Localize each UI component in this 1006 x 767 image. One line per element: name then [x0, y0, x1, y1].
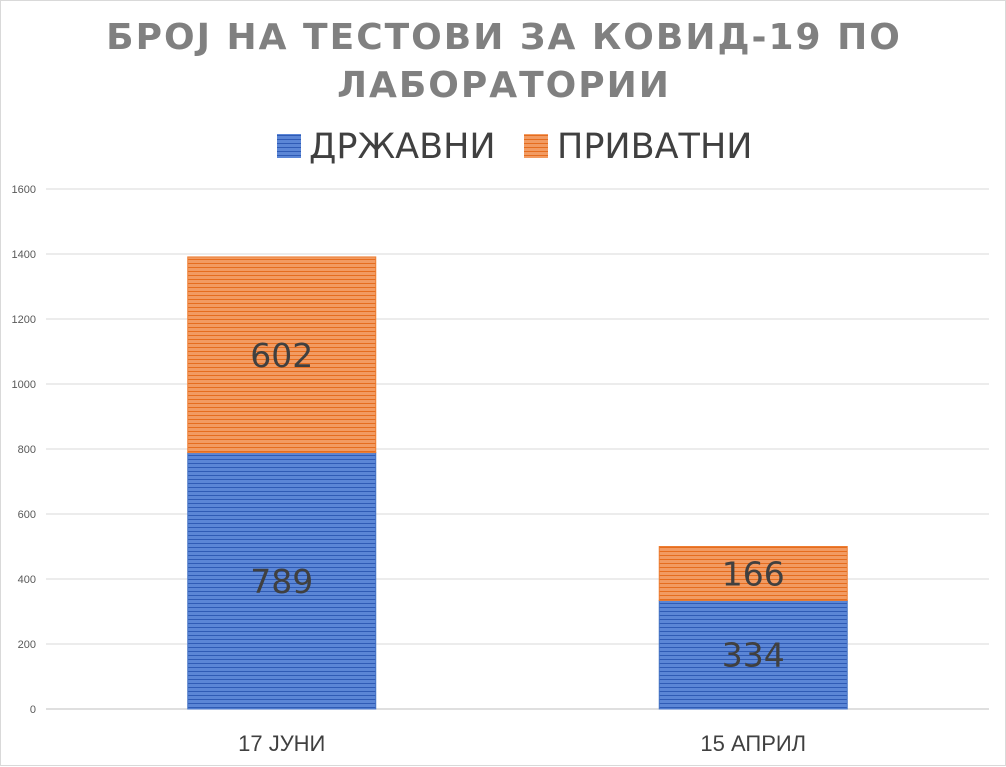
chart-title-line-1: БРОЈ НА ТЕСТОВИ ЗА КОВИД-19 ПО — [106, 17, 902, 58]
x-axis-ticks: 17 ЈУНИ 15 АПРИЛ — [238, 731, 806, 756]
x-tick-label: 17 ЈУНИ — [238, 731, 325, 756]
legend-swatch-privatni — [524, 134, 548, 158]
legend-label-drzhavni: ДРЖАВНИ — [309, 127, 496, 167]
bar-privatni — [187, 256, 377, 454]
legend-swatch-drzhavni — [277, 134, 301, 158]
y-tick-label: 600 — [18, 509, 36, 521]
y-tick-label: 200 — [18, 639, 36, 651]
data-labels: 789 602 334 166 — [250, 336, 785, 675]
data-label-privatni: 166 — [722, 554, 785, 593]
bar-drzhavni — [658, 599, 848, 710]
y-tick-label: 1000 — [12, 379, 36, 391]
y-tick-label: 1400 — [12, 249, 36, 261]
y-tick-label: 0 — [30, 704, 36, 716]
data-label-drzhavni: 789 — [250, 562, 313, 601]
bars — [187, 256, 848, 710]
legend-label-privatni: ПРИВАТНИ — [557, 127, 752, 167]
y-axis-ticks: 0 200 400 600 800 1000 1200 1400 1600 — [12, 184, 36, 716]
y-tick-label: 800 — [18, 444, 36, 456]
y-tick-label: 1600 — [12, 184, 36, 196]
chart-title-line-2: ЛАБОРАТОРИИ — [337, 65, 671, 106]
y-tick-label: 1200 — [12, 314, 36, 326]
y-tick-label: 400 — [18, 574, 36, 586]
legend: ДРЖАВНИ ПРИВАТНИ — [277, 127, 752, 167]
bar-drzhavni — [187, 452, 377, 710]
bar-privatni — [658, 546, 848, 601]
data-label-drzhavni: 334 — [722, 636, 785, 675]
data-label-privatni: 602 — [250, 336, 313, 375]
x-tick-label: 15 АПРИЛ — [700, 731, 806, 756]
